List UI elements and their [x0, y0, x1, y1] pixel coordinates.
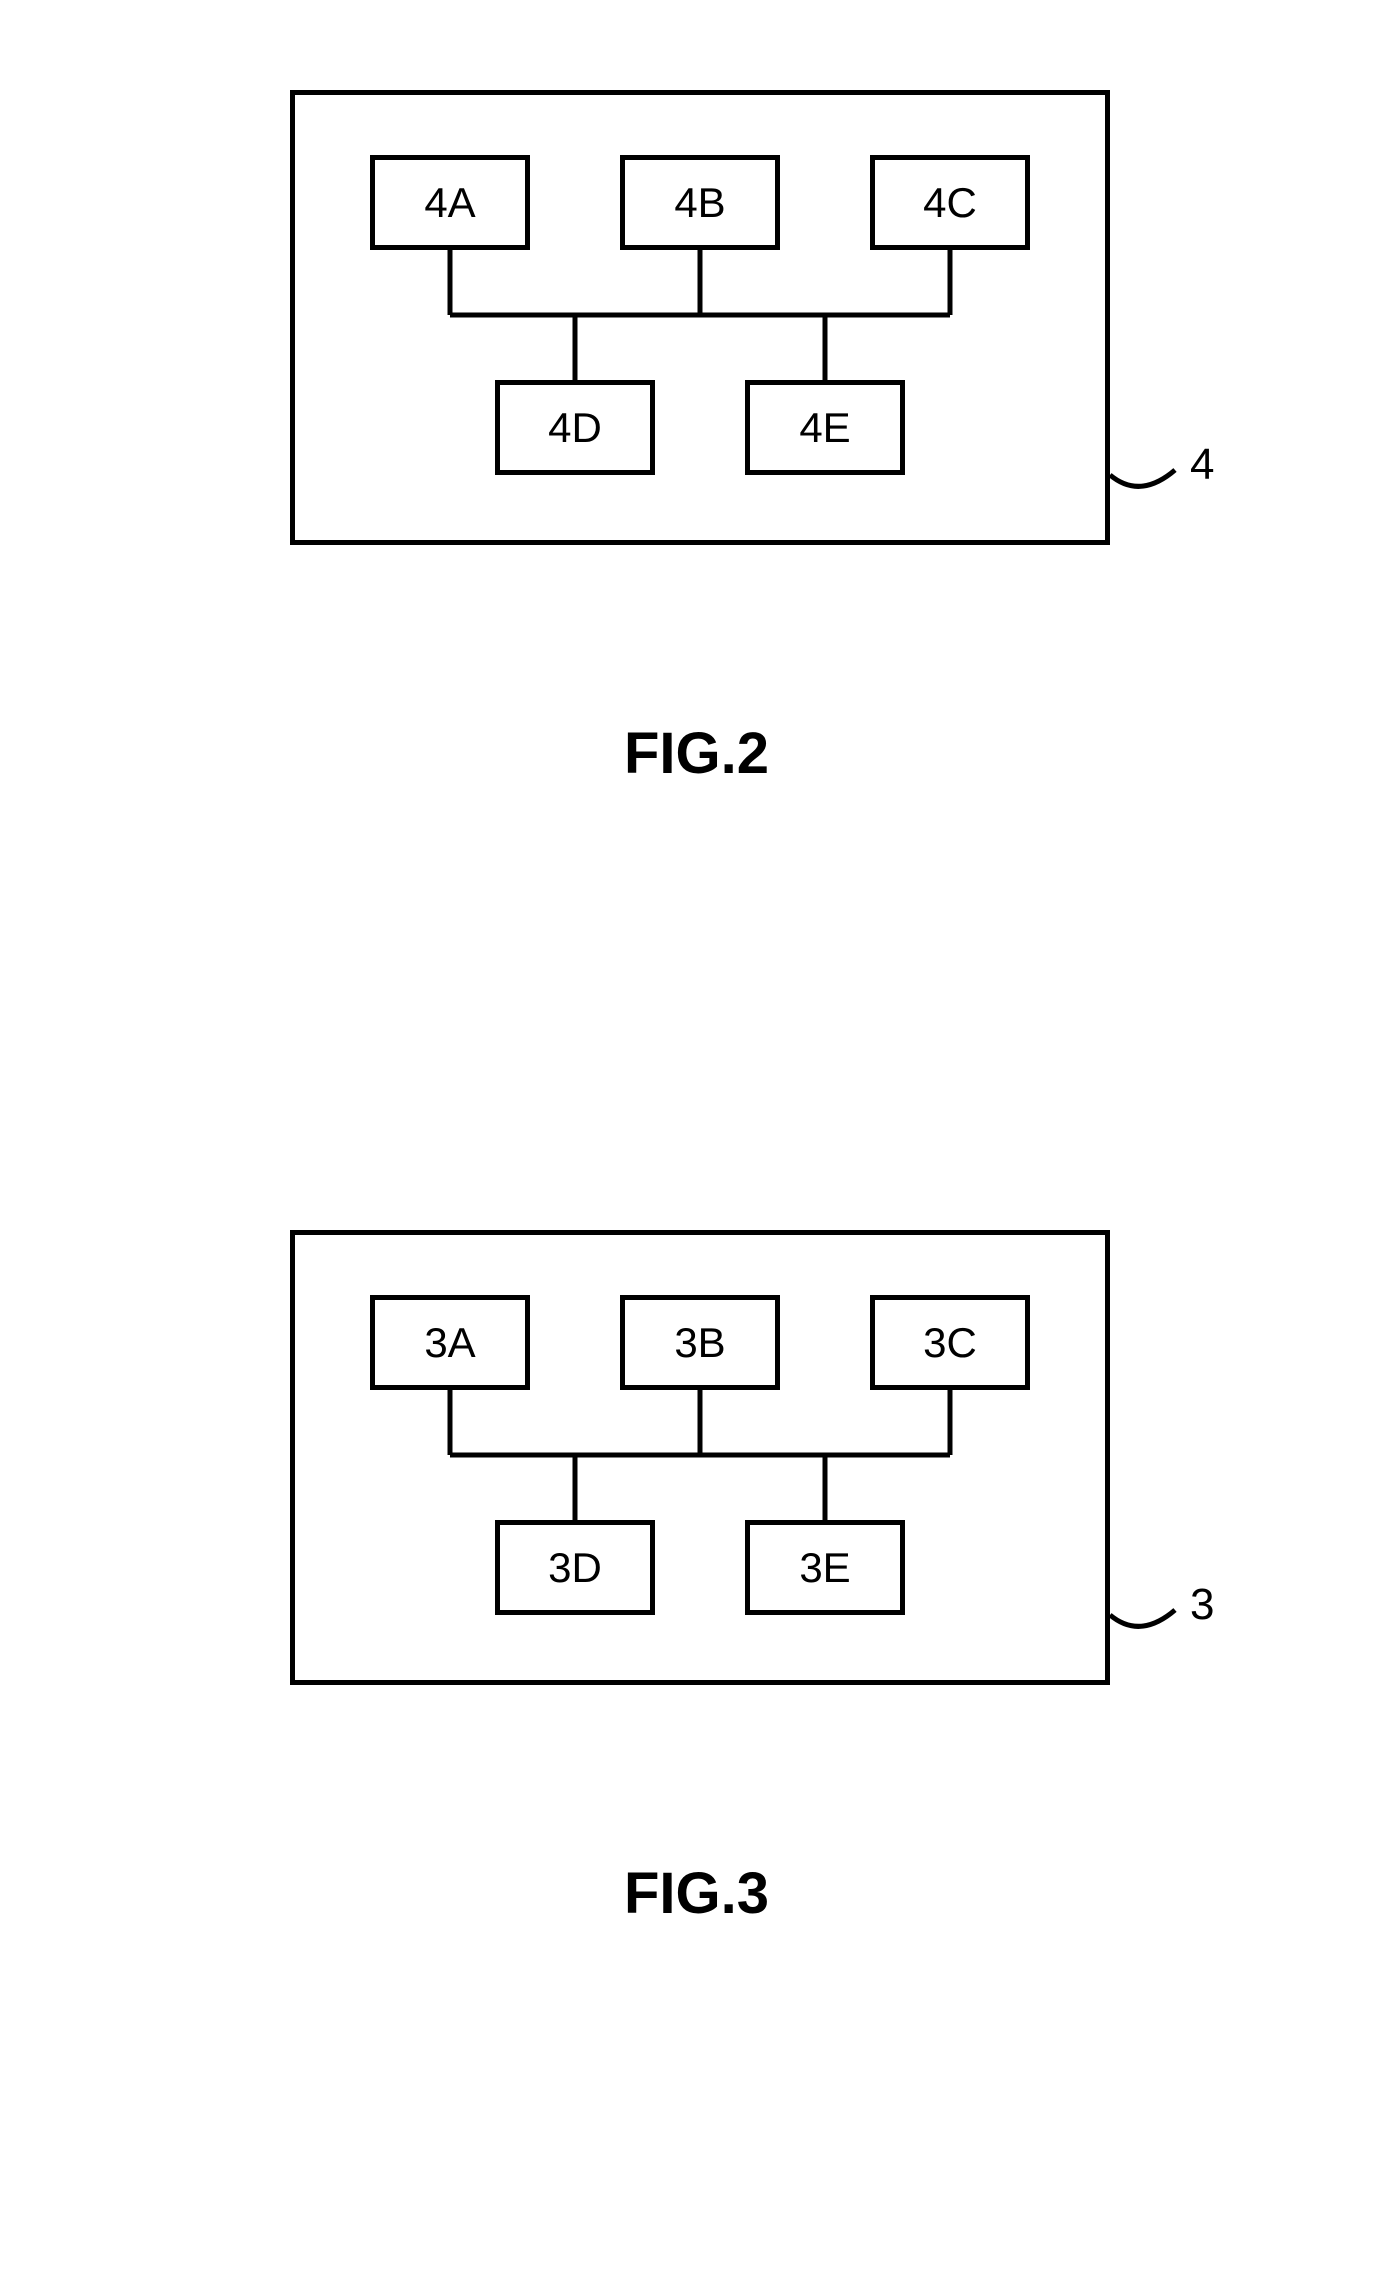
- page: 4A 4B 4C 4D 4E 4 FIG.2 3A 3B 3C 3D 3E 3 FIG.3: [0, 0, 1393, 2269]
- node-label: 4E: [799, 404, 850, 452]
- node-4B: 4B: [620, 155, 780, 250]
- fig3-caption: FIG.3: [0, 1860, 1393, 1927]
- node-3B: 3B: [620, 1295, 780, 1390]
- fig2-ref-label: 4: [1190, 440, 1214, 490]
- node-label: 4C: [923, 179, 977, 227]
- node-label: 3B: [674, 1319, 725, 1367]
- node-3D: 3D: [495, 1520, 655, 1615]
- fig3-ref-label: 3: [1190, 1580, 1214, 1630]
- node-label: 3E: [799, 1544, 850, 1592]
- node-label: 4B: [674, 179, 725, 227]
- node-3C: 3C: [870, 1295, 1030, 1390]
- node-label: 4A: [424, 179, 475, 227]
- node-label: 4D: [548, 404, 602, 452]
- node-4C: 4C: [870, 155, 1030, 250]
- fig2-caption: FIG.2: [0, 720, 1393, 787]
- node-4E: 4E: [745, 380, 905, 475]
- node-3A: 3A: [370, 1295, 530, 1390]
- node-label: 3A: [424, 1319, 475, 1367]
- node-4D: 4D: [495, 380, 655, 475]
- node-label: 3C: [923, 1319, 977, 1367]
- node-4A: 4A: [370, 155, 530, 250]
- node-3E: 3E: [745, 1520, 905, 1615]
- node-label: 3D: [548, 1544, 602, 1592]
